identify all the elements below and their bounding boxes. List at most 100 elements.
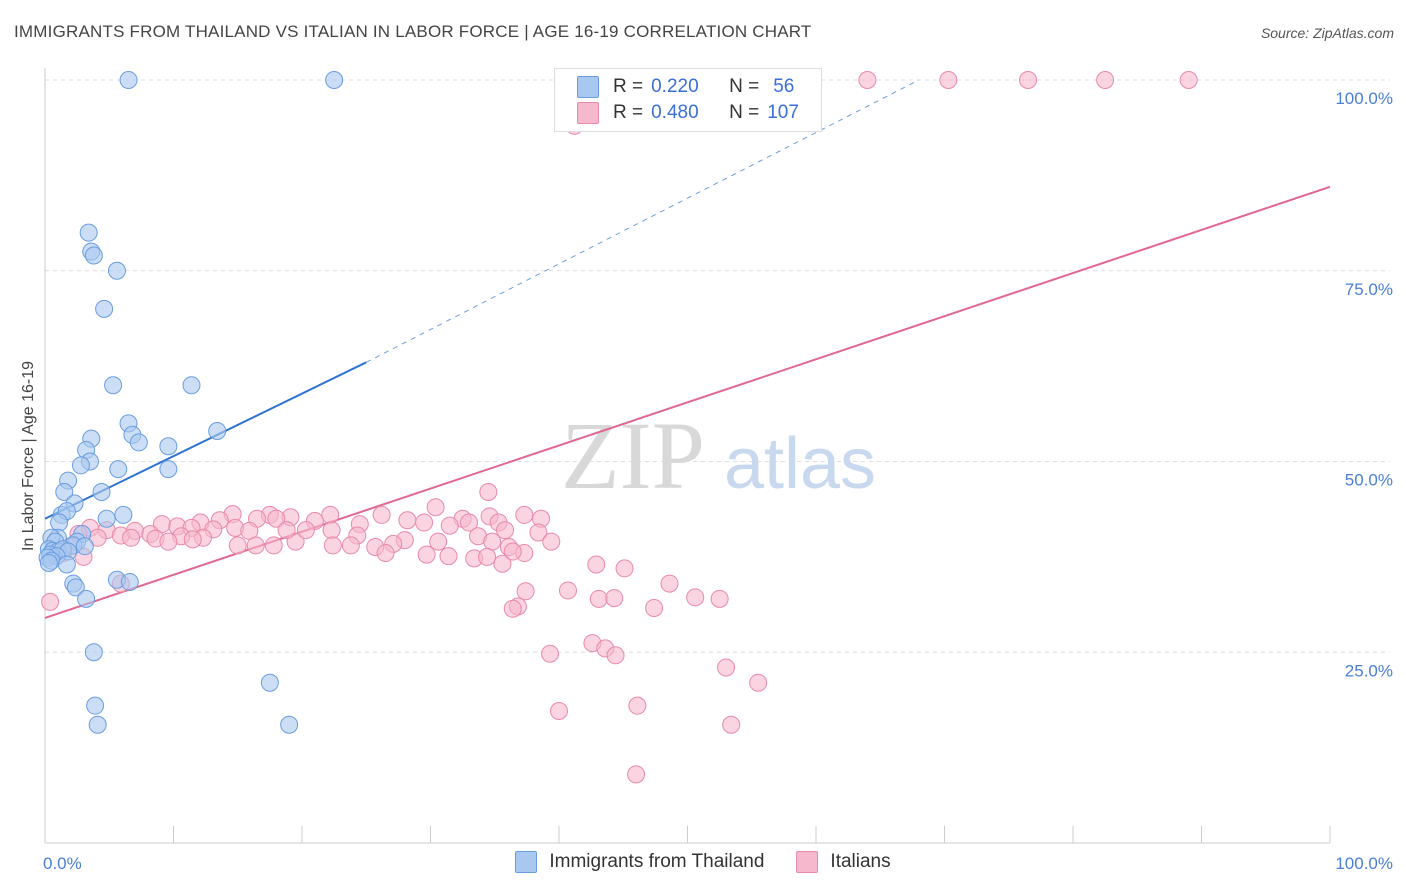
italians-point xyxy=(939,71,958,89)
bottom-legend-italians: Italians xyxy=(796,851,891,873)
italians-point xyxy=(1096,71,1115,89)
italians-point xyxy=(479,483,498,502)
italians-point xyxy=(628,696,647,715)
legend-n-value: 107 xyxy=(767,102,799,123)
italians-point xyxy=(417,545,436,564)
bottom-legend-swatch-thailand xyxy=(515,851,538,873)
bottom-legend-label-thailand: Immigrants from Thailand xyxy=(549,851,765,872)
italians-point xyxy=(660,574,679,593)
italians-point xyxy=(858,71,877,89)
italians-point xyxy=(460,513,479,532)
legend-swatch-thailand xyxy=(577,76,599,98)
italians-point xyxy=(322,521,341,540)
legend-r-label: R = xyxy=(613,76,644,97)
y-tick-label: 100.0% xyxy=(1335,89,1393,108)
y-tick-label: 50.0% xyxy=(1345,471,1393,490)
thailand-point xyxy=(104,376,123,395)
thailand-point xyxy=(79,223,98,242)
italians-point xyxy=(686,588,705,607)
italians-point xyxy=(493,554,512,573)
italians-point xyxy=(277,521,296,540)
italians-point xyxy=(515,505,534,524)
thailand-point xyxy=(107,261,126,280)
thailand-point xyxy=(119,71,138,89)
thailand-point xyxy=(208,421,227,440)
legend-n-label: N = xyxy=(729,76,760,97)
data-points xyxy=(38,71,1198,784)
italians-point xyxy=(627,765,646,784)
thailand-point xyxy=(114,505,133,524)
thailand-point xyxy=(182,376,201,395)
italians-point xyxy=(41,592,60,611)
bottom-legend-thailand: Immigrants from Thailand xyxy=(515,851,764,873)
thailand-point xyxy=(92,483,111,502)
italians-point xyxy=(372,505,391,524)
italians-point xyxy=(426,498,445,517)
watermark-atlas: atlas xyxy=(724,424,876,504)
italians-point xyxy=(429,532,448,551)
thailand-point xyxy=(159,460,178,479)
italians-point xyxy=(541,644,560,663)
legend-r-value: 0.480 xyxy=(651,102,699,123)
y-axis-label: In Labor Force | Age 16-19 xyxy=(20,361,37,551)
thailand-point xyxy=(55,483,74,502)
legend-r-label: R = xyxy=(613,102,644,123)
bottom-legend-label-italians: Italians xyxy=(830,851,891,872)
thailand-point xyxy=(120,573,139,592)
thailand-point xyxy=(88,715,107,734)
italians-point xyxy=(589,589,608,608)
italians-point xyxy=(1179,71,1198,89)
italians-point xyxy=(122,528,141,547)
italians-point xyxy=(717,658,736,677)
italians-point xyxy=(1019,71,1038,89)
italians-point xyxy=(321,505,340,524)
thailand-point xyxy=(50,513,69,532)
y-tick-label: 75.0% xyxy=(1345,280,1393,299)
italians-point xyxy=(550,702,568,721)
italians-point xyxy=(228,536,247,555)
italians-point xyxy=(478,547,497,566)
thailand-point xyxy=(129,433,148,452)
italians-point xyxy=(440,516,459,535)
italians-point xyxy=(710,589,729,608)
italians-point xyxy=(645,598,664,617)
italians-point xyxy=(605,589,624,608)
thailand-point xyxy=(95,299,114,318)
thailand-point xyxy=(86,696,105,715)
legend-swatch-italians xyxy=(577,102,599,124)
italians-point xyxy=(516,582,535,601)
legend-n-value: 56 xyxy=(773,76,795,97)
thailand-point xyxy=(97,509,116,528)
italians-point xyxy=(323,536,342,555)
thailand-point xyxy=(57,555,76,574)
italians-point xyxy=(606,646,625,665)
tick-labels: 100.0% 75.0% 50.0% 25.0% 0.0% 100.0% xyxy=(43,89,1393,873)
italians-point xyxy=(503,599,522,618)
legend-row-thailand: R = 0.220 N = 56 xyxy=(577,74,794,100)
italians-point xyxy=(398,511,417,530)
chart-title: IMMIGRANTS FROM THAILAND VS ITALIAN IN L… xyxy=(14,22,812,41)
italians-point xyxy=(749,673,768,692)
thailand-point xyxy=(77,589,96,608)
thailand-point xyxy=(84,643,103,662)
thailand-trend-extension xyxy=(366,79,920,363)
grid-lines xyxy=(45,79,1390,653)
italians-point xyxy=(558,581,577,600)
thailand-point xyxy=(84,246,103,265)
italians-point xyxy=(529,523,548,542)
italians-point xyxy=(496,521,515,540)
thailand-point xyxy=(280,715,299,734)
thailand-point xyxy=(71,456,90,475)
italians-point xyxy=(587,555,606,574)
y-tick-label: 25.0% xyxy=(1345,661,1393,680)
chart-source: Source: ZipAtlas.com xyxy=(1260,25,1394,41)
italians-point xyxy=(341,536,360,555)
italians-point xyxy=(267,509,286,528)
watermark-zip: ZIP xyxy=(561,402,705,509)
italians-point xyxy=(246,536,265,555)
italians-point xyxy=(183,530,202,549)
italians-point xyxy=(415,513,434,532)
italians-point xyxy=(264,536,283,555)
legend-n-label: N = xyxy=(729,102,760,123)
